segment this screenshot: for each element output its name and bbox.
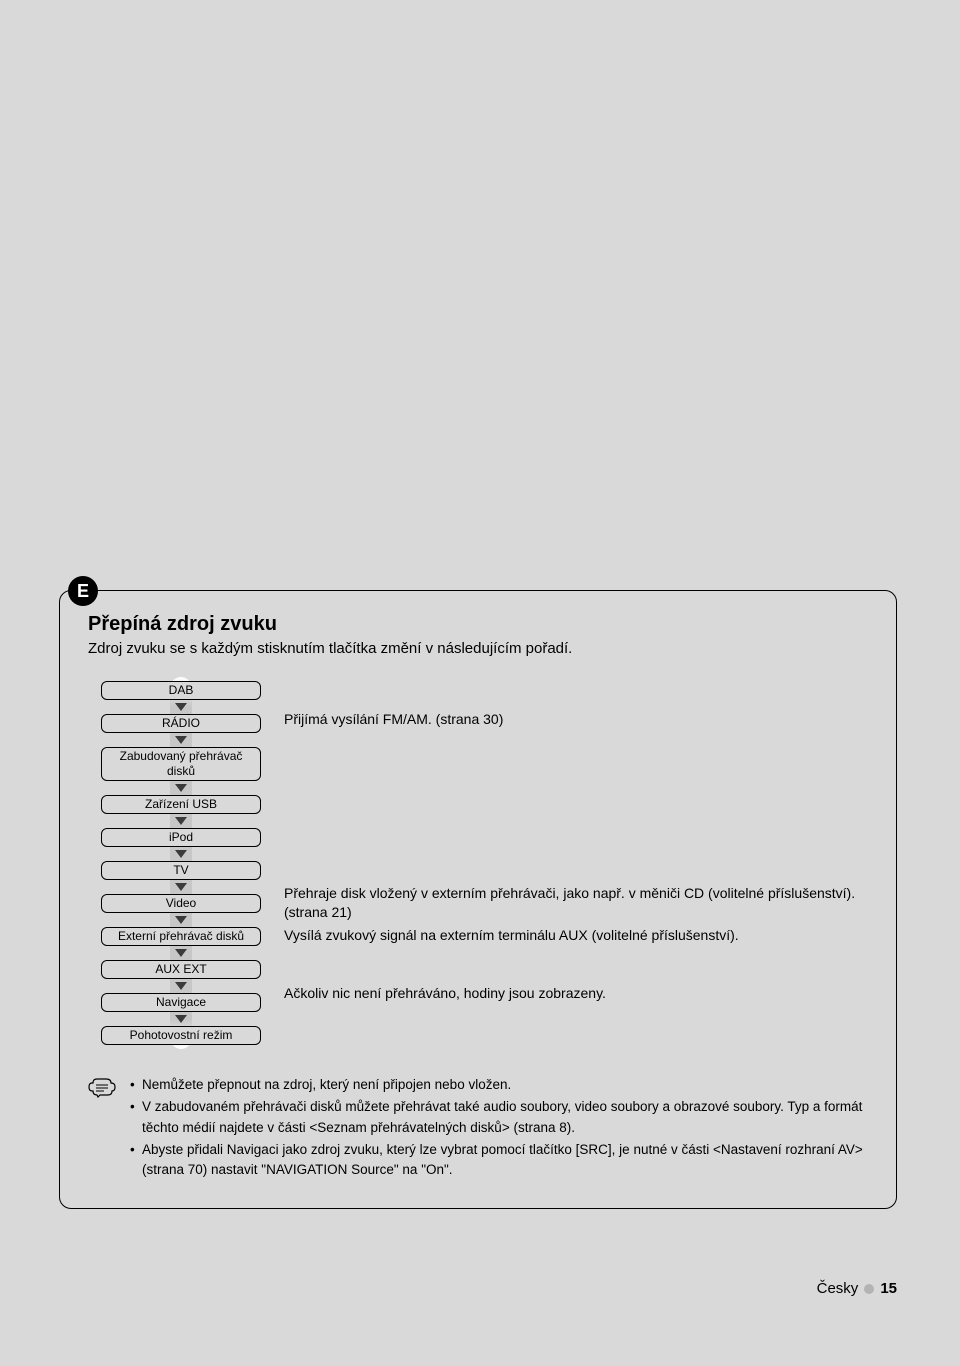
section-subtitle: Zdroj zvuku se s každým stisknutím tlačí… <box>88 640 868 657</box>
flow-item: Navigace <box>101 993 261 1012</box>
flow-description <box>284 681 868 710</box>
section-panel: E Přepíná zdroj zvuku Zdroj zvuku se s k… <box>59 590 897 1209</box>
flow-description <box>284 739 868 768</box>
note-item: V zabudovaném přehrávači disků můžete př… <box>130 1097 868 1138</box>
arrow-down-icon <box>175 916 187 924</box>
flow-area: DAB RÁDIO Zabudovaný přehrávač disků Zaříze… <box>96 681 868 1045</box>
arrow-down-icon <box>175 784 187 792</box>
flow-item: DAB <box>101 681 261 700</box>
footer-dot-icon <box>864 1284 874 1294</box>
arrow-down-icon <box>175 817 187 825</box>
flow-description: Vysílá zvukový signál na externím termin… <box>284 926 868 955</box>
note-icon <box>88 1077 116 1104</box>
flow-item: Video <box>101 894 261 913</box>
page-footer: Česky 15 <box>59 1280 897 1297</box>
flow-description <box>284 855 868 884</box>
flow-description: Ačkoliv nic není přehráváno, hodiny jsou… <box>284 984 868 1013</box>
section-badge: E <box>68 576 98 606</box>
flow-item: Zabudovaný přehrávač disků <box>101 747 261 781</box>
note-item: Nemůžete přepnout na zdroj, který není p… <box>130 1075 868 1095</box>
arrow-down-icon <box>175 850 187 858</box>
flow-description <box>284 826 868 855</box>
flow-description: Přijímá vysílání FM/AM. (strana 30) <box>284 710 868 739</box>
flow-item: Pohotovostní režim <box>101 1026 261 1045</box>
flow-description <box>284 797 868 826</box>
flow-item: AUX EXT <box>101 960 261 979</box>
arrow-down-icon <box>175 703 187 711</box>
flow-item: Externí přehrávač disků <box>101 927 261 946</box>
flow-item: TV <box>101 861 261 880</box>
content-page: E Přepíná zdroj zvuku Zdroj zvuku se s k… <box>59 590 897 1209</box>
notes-block: Nemůžete přepnout na zdroj, který není p… <box>88 1075 868 1182</box>
description-column: Přijímá vysílání FM/AM. (strana 30) Přehr… <box>284 681 868 1013</box>
flow-item: Zařízení USB <box>101 795 261 814</box>
flow-description: Přehraje disk vložený v externím přehráv… <box>284 884 868 926</box>
arrow-down-icon <box>175 883 187 891</box>
flow-description <box>284 768 868 797</box>
arrow-down-icon <box>175 949 187 957</box>
note-list: Nemůžete přepnout na zdroj, který není p… <box>130 1075 868 1182</box>
section-title: Přepíná zdroj zvuku <box>88 613 868 636</box>
arrow-down-icon <box>175 1015 187 1023</box>
footer-language: Česky <box>817 1280 859 1297</box>
note-item: Abyste přidali Navigaci jako zdroj zvuku… <box>130 1140 868 1181</box>
arrow-down-icon <box>175 736 187 744</box>
flow-column: DAB RÁDIO Zabudovaný přehrávač disků Zaříze… <box>96 681 266 1045</box>
flow-item: iPod <box>101 828 261 847</box>
flow-description <box>284 955 868 984</box>
flow-item: RÁDIO <box>101 714 261 733</box>
arrow-down-icon <box>175 982 187 990</box>
footer-page-number: 15 <box>880 1280 897 1297</box>
flow-list: DAB RÁDIO Zabudovaný přehrávač disků Zaříze… <box>96 681 266 1045</box>
